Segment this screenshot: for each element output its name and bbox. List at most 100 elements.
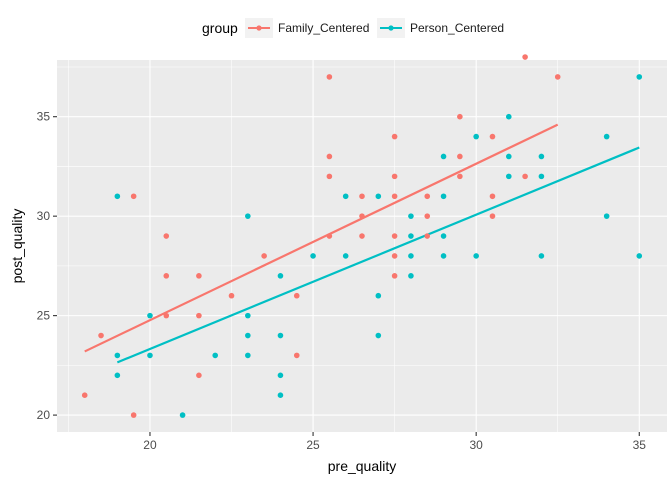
panel-background — [57, 60, 667, 432]
data-point-family-centered — [554, 74, 561, 80]
data-point-family-centered — [81, 392, 88, 398]
data-point-person-centered — [114, 372, 121, 379]
data-point-person-centered — [342, 253, 349, 259]
data-point-person-centered — [277, 392, 284, 398]
minor-gridlines — [57, 60, 667, 432]
data-point-family-centered — [326, 74, 333, 80]
data-point-person-centered — [538, 153, 545, 160]
y-tick-label: 25 — [37, 309, 51, 323]
data-point-person-centered — [179, 412, 186, 418]
x-axis-label: pre_quality — [328, 458, 397, 474]
y-tick-label: 20 — [37, 408, 51, 422]
y-tick-label: 30 — [37, 209, 51, 223]
data-point-family-centered — [196, 372, 202, 379]
data-point-person-centered — [408, 273, 414, 279]
data-point-family-centered — [489, 193, 496, 200]
data-point-family-centered — [359, 233, 365, 239]
data-point-person-centered — [245, 312, 251, 319]
data-point-person-centered — [538, 253, 545, 259]
data-point-family-centered — [391, 273, 398, 279]
data-point-family-centered — [391, 173, 398, 180]
data-point-family-centered — [457, 153, 463, 160]
fit-line-person-centered — [116, 146, 640, 364]
data-point-person-centered — [245, 332, 251, 339]
data-point-person-centered — [114, 352, 121, 359]
data-point-person-centered — [505, 113, 512, 120]
data-point-family-centered — [130, 193, 137, 200]
legend-key-point — [388, 25, 394, 31]
data-point-person-centered — [114, 193, 121, 200]
regression-lines — [84, 123, 640, 364]
data-point-family-centered — [326, 153, 333, 160]
data-point-family-centered — [196, 312, 202, 319]
data-point-person-centered — [277, 372, 284, 379]
fit-line-family-centered — [84, 123, 559, 353]
data-point-family-centered — [326, 233, 333, 239]
data-point-person-centered — [603, 213, 610, 219]
data-point-person-centered — [245, 352, 251, 359]
data-point-person-centered — [505, 173, 512, 180]
data-point-family-centered — [228, 292, 235, 299]
data-point-person-centered — [408, 233, 414, 239]
data-point-family-centered — [261, 253, 267, 259]
data-point-family-centered — [522, 54, 528, 60]
data-point-person-centered — [147, 312, 153, 319]
data-point-person-centered — [440, 253, 447, 259]
data-point-person-centered — [310, 253, 316, 259]
y-tick-label: 35 — [37, 110, 51, 124]
legend-label: Family_Centered — [278, 21, 369, 35]
data-point-person-centered — [342, 193, 349, 200]
data-point-family-centered — [424, 193, 431, 200]
data-point-person-centered — [636, 253, 643, 259]
data-point-person-centered — [408, 253, 414, 259]
data-point-person-centered — [375, 332, 382, 339]
data-point-family-centered — [391, 233, 398, 239]
data-point-family-centered — [196, 273, 202, 279]
data-points — [81, 54, 643, 418]
data-point-family-centered — [489, 133, 496, 140]
data-point-person-centered — [375, 193, 382, 200]
y-axis-ticks: 20 25 30 35 — [37, 110, 57, 422]
data-point-person-centered — [636, 74, 643, 80]
data-point-family-centered — [391, 253, 398, 259]
data-point-person-centered — [147, 352, 153, 359]
data-point-family-centered — [293, 352, 300, 359]
data-point-family-centered — [130, 412, 137, 418]
data-point-person-centered — [212, 352, 219, 359]
legend-title: group — [202, 20, 238, 36]
data-point-family-centered — [391, 133, 398, 140]
data-point-family-centered — [424, 213, 431, 219]
legend-key-point — [256, 25, 262, 31]
x-tick-label: 25 — [306, 438, 320, 452]
x-tick-label: 30 — [469, 438, 483, 452]
data-point-family-centered — [424, 233, 431, 239]
data-point-person-centered — [375, 292, 382, 299]
data-point-person-centered — [440, 153, 447, 160]
data-point-family-centered — [391, 193, 398, 200]
x-tick-label: 35 — [633, 438, 647, 452]
data-point-person-centered — [505, 153, 512, 160]
data-point-family-centered — [163, 233, 170, 239]
legend: group Family_Centered Person_Centered — [202, 18, 504, 38]
data-point-person-centered — [603, 133, 610, 140]
data-point-person-centered — [277, 332, 284, 339]
data-point-family-centered — [98, 332, 104, 339]
legend-item-person-centered: Person_Centered — [377, 18, 504, 38]
data-point-family-centered — [293, 292, 300, 299]
data-point-family-centered — [359, 193, 365, 200]
data-point-family-centered — [163, 273, 170, 279]
data-point-family-centered — [359, 213, 365, 219]
data-point-person-centered — [440, 233, 447, 239]
data-point-person-centered — [245, 213, 251, 219]
x-tick-label: 20 — [143, 438, 157, 452]
data-point-person-centered — [473, 253, 479, 259]
data-point-family-centered — [522, 173, 528, 180]
data-point-person-centered — [408, 213, 414, 219]
legend-item-family-centered: Family_Centered — [245, 18, 369, 38]
data-point-person-centered — [473, 133, 479, 140]
legend-label: Person_Centered — [410, 21, 504, 35]
data-point-family-centered — [457, 113, 463, 120]
data-point-family-centered — [457, 173, 463, 180]
data-point-person-centered — [538, 173, 545, 180]
